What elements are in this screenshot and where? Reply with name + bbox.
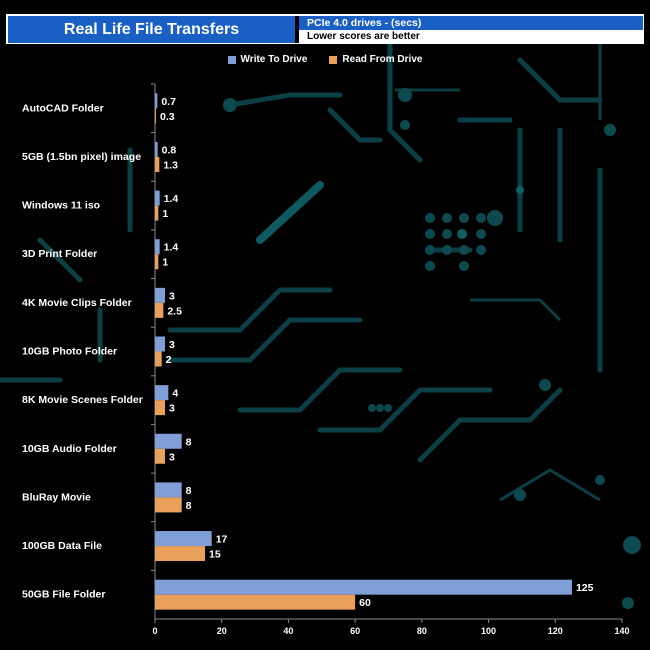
x-tick-label: 120 (548, 626, 563, 636)
x-tick-label: 0 (152, 626, 157, 636)
bar-write (155, 433, 182, 449)
bar-read (155, 448, 166, 464)
data-label-read: 8 (186, 500, 192, 512)
header-divider (295, 16, 299, 43)
legend-swatch-read (329, 55, 338, 64)
category-label: 10GB Photo Folder (22, 346, 117, 358)
category-label: 8K Movie Scenes Folder (22, 394, 143, 406)
legend-swatch-write (227, 55, 236, 64)
data-label-read: 2.5 (167, 305, 182, 317)
bar-write (155, 239, 160, 255)
category-label: 10GB Audio Folder (22, 443, 117, 455)
data-label-read: 3 (169, 403, 175, 415)
bar-write (155, 531, 212, 547)
x-tick-label: 100 (481, 626, 496, 636)
x-tick-label: 40 (283, 626, 293, 636)
bar-read (155, 254, 159, 270)
bar-read (155, 205, 159, 221)
chart-subtitle: PCIe 4.0 drives - (secs) (299, 16, 643, 30)
category-label: 3D Print Folder (22, 248, 97, 260)
category-label: AutoCAD Folder (22, 102, 104, 114)
data-label-read: 15 (209, 549, 221, 561)
data-label-write: 3 (169, 339, 175, 351)
chart-note: Lower scores are better (299, 31, 643, 43)
data-label-read: 1 (162, 257, 168, 269)
bar-write (155, 579, 572, 595)
x-tick-label: 140 (614, 626, 629, 636)
data-label-read: 2 (166, 354, 172, 366)
data-label-write: 3 (169, 290, 175, 302)
legend-item-write: Write To Drive (227, 54, 308, 65)
data-label-read: 0.3 (160, 111, 175, 123)
category-label: 4K Movie Clips Folder (22, 297, 132, 309)
bar-read (155, 108, 157, 124)
chart-title: Real Life File Transfers (8, 16, 295, 43)
data-label-write: 1.4 (164, 193, 179, 205)
bar-write (155, 336, 166, 352)
bar-read (155, 400, 166, 416)
data-label-write: 0.7 (161, 96, 176, 108)
legend-item-read: Read From Drive (329, 54, 422, 65)
category-label: Windows 11 iso (22, 200, 100, 212)
data-label-read: 1 (162, 208, 168, 220)
category-label: BluRay Movie (22, 491, 91, 503)
x-tick-label: 80 (417, 626, 427, 636)
bar-write (155, 287, 166, 303)
x-tick-label: 20 (217, 626, 227, 636)
bar-read (155, 594, 356, 610)
legend-label-read: Read From Drive (342, 54, 423, 65)
bar-write (155, 385, 169, 401)
x-tick-label: 60 (350, 626, 360, 636)
category-label: 50GB File Folder (22, 589, 105, 601)
chart-legend: Write To Drive Read From Drive (0, 54, 650, 65)
data-label-write: 1.4 (164, 242, 179, 254)
bar-read (155, 302, 164, 318)
bar-write (155, 93, 158, 109)
data-label-read: 3 (169, 451, 175, 463)
data-label-write: 8 (186, 436, 192, 448)
data-label-write: 4 (172, 388, 178, 400)
data-label-write: 0.8 (162, 144, 177, 156)
bar-read (155, 546, 206, 562)
bar-read (155, 351, 162, 367)
data-label-read: 60 (359, 597, 371, 609)
category-label: 100GB Data File (22, 540, 102, 552)
bar-write (155, 482, 182, 498)
bar-read (155, 156, 160, 172)
legend-label-write: Write To Drive (240, 54, 308, 65)
bar-write (155, 190, 160, 206)
bar-read (155, 497, 182, 513)
chart-header: Real Life File Transfers PCIe 4.0 drives… (6, 14, 644, 44)
bar-write (155, 141, 158, 157)
data-label-read: 1.3 (163, 159, 178, 171)
data-label-write: 125 (576, 582, 594, 594)
data-label-write: 17 (216, 534, 228, 546)
data-label-write: 8 (186, 485, 192, 497)
category-label: 5GB (1.5bn pixel) image (22, 151, 141, 163)
